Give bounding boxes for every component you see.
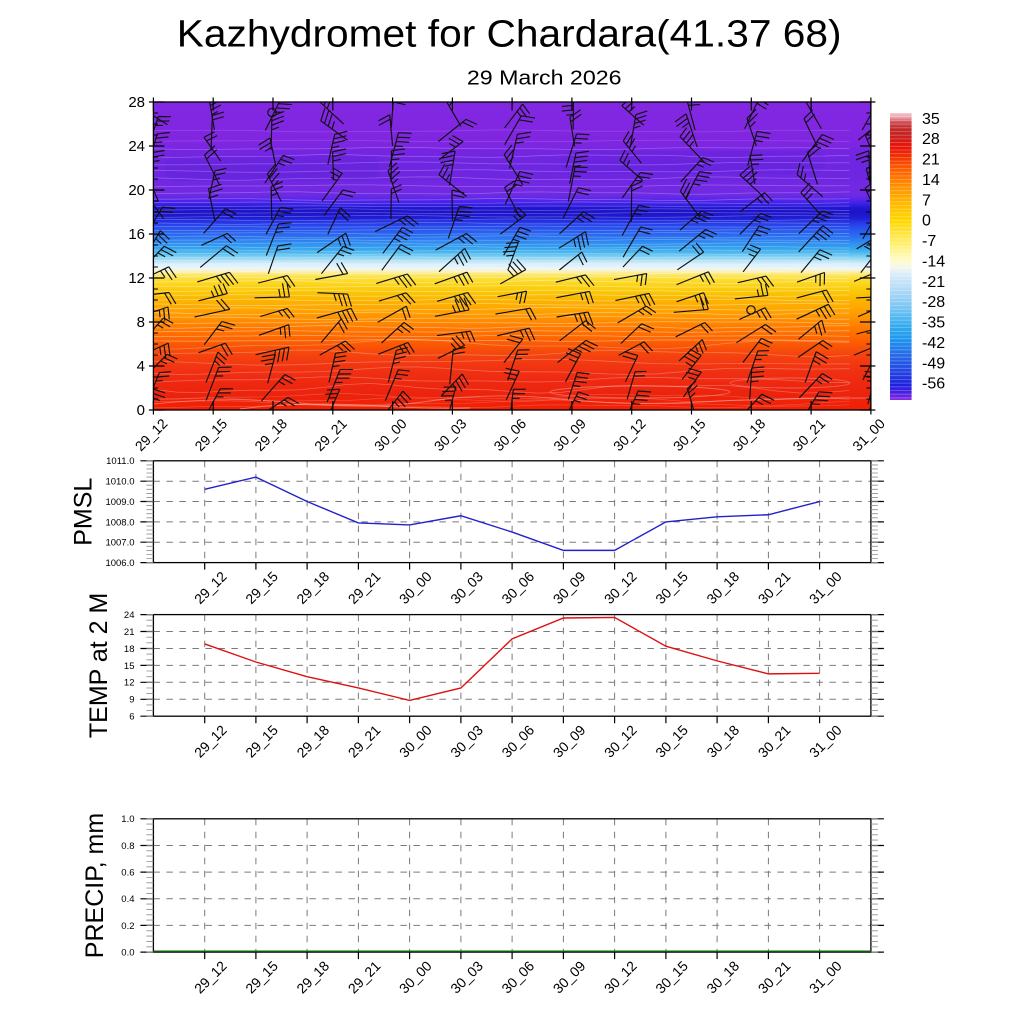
svg-text:0: 0 [922, 213, 931, 230]
svg-text:29 March 2026: 29 March 2026 [467, 68, 622, 90]
svg-text:PRECIP, mm: PRECIP, mm [81, 813, 109, 958]
svg-text:15: 15 [124, 661, 135, 672]
svg-text:1011.0: 1011.0 [106, 456, 134, 467]
svg-text:Kazhydromet for Chardara(41.37: Kazhydromet for Chardara(41.37 68) [177, 14, 842, 56]
svg-text:12: 12 [124, 678, 135, 689]
svg-text:0.0: 0.0 [121, 948, 134, 959]
svg-text:0.8: 0.8 [121, 841, 134, 852]
svg-text:1008.0: 1008.0 [105, 517, 134, 528]
svg-text:24: 24 [128, 138, 145, 155]
svg-text:1007.0: 1007.0 [105, 538, 134, 549]
svg-text:18: 18 [124, 644, 135, 655]
svg-text:12: 12 [128, 270, 145, 287]
svg-text:-35: -35 [922, 315, 945, 332]
svg-text:4: 4 [137, 358, 145, 375]
svg-text:20: 20 [128, 182, 145, 199]
svg-text:0.4: 0.4 [121, 894, 134, 905]
svg-text:28: 28 [128, 94, 145, 111]
svg-text:TEMP at 2 M: TEMP at 2 M [85, 593, 113, 738]
svg-text:-28: -28 [922, 294, 945, 311]
svg-text:-21: -21 [922, 274, 945, 291]
svg-text:1010.0: 1010.0 [105, 477, 134, 488]
svg-text:0: 0 [137, 402, 145, 419]
svg-text:-7: -7 [922, 233, 936, 250]
svg-text:14: 14 [922, 172, 940, 189]
svg-text:0.6: 0.6 [121, 868, 134, 879]
svg-text:7: 7 [922, 192, 931, 209]
svg-text:PMSL: PMSL [70, 478, 98, 546]
svg-text:-42: -42 [922, 335, 945, 352]
svg-text:9: 9 [129, 695, 134, 706]
svg-text:-49: -49 [922, 355, 945, 372]
svg-text:1009.0: 1009.0 [105, 497, 134, 508]
svg-text:1006.0: 1006.0 [105, 558, 134, 569]
svg-text:8: 8 [137, 314, 145, 331]
svg-text:21: 21 [124, 627, 135, 638]
svg-text:1.0: 1.0 [121, 814, 134, 825]
svg-text:6: 6 [129, 712, 134, 723]
svg-text:35: 35 [922, 111, 940, 128]
svg-text:-56: -56 [922, 376, 945, 393]
svg-text:21: 21 [922, 152, 940, 169]
svg-text:28: 28 [922, 131, 940, 148]
svg-text:-14: -14 [922, 254, 945, 271]
svg-text:0.2: 0.2 [121, 921, 134, 932]
svg-text:24: 24 [124, 610, 135, 621]
svg-text:16: 16 [128, 226, 145, 243]
